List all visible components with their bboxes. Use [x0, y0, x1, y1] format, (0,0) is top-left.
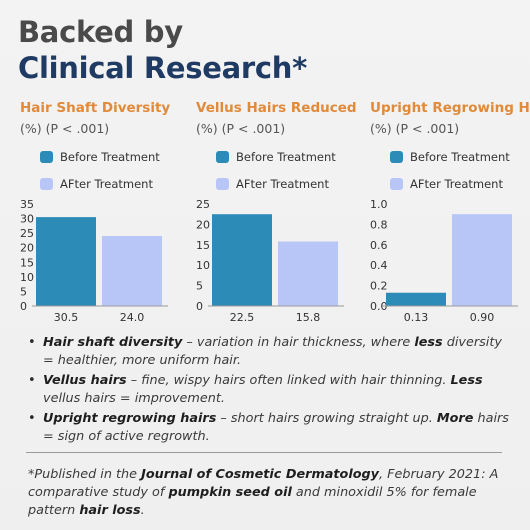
footnote-text: , February 2021: A comparative study of [28, 467, 499, 500]
definition-text: hairs = sign of active regrowth. [43, 411, 509, 444]
bar [212, 214, 272, 306]
bar-value-label: 30.5 [54, 311, 79, 324]
footnote-text: . [140, 503, 145, 518]
chart-subtitle: (%) (P < .001) [20, 121, 110, 136]
legend-label-after: AFter Treatment [60, 177, 153, 191]
chart-title: Vellus Hairs Reduced [196, 100, 357, 116]
y-tick-label: 35 [20, 198, 34, 211]
chart-subtitle: (%) (P < .001) [196, 121, 286, 136]
definitions-list: • Hair shaft diversity – variation in ha… [26, 334, 516, 448]
footnote: *Published in the Journal of Cosmetic De… [28, 466, 508, 520]
heading-line-2: Clinical Research* [18, 51, 307, 85]
y-tick-label: 25 [20, 227, 34, 240]
legend-label-after: AFter Treatment [410, 177, 503, 191]
y-tick-label: 0 [196, 300, 203, 313]
legend-label-before: Before Treatment [236, 150, 336, 164]
y-tick-label: 25 [196, 198, 210, 211]
definition-emphasis: Less [450, 373, 483, 388]
definition-item: • Upright regrowing hairs – short hairs … [26, 410, 516, 446]
bar-value-label: 24.0 [120, 311, 145, 324]
chart-hair-shaft-diversity: Hair Shaft Diversity (%) (P < .001) Befo… [20, 100, 190, 330]
legend-label-before: Before Treatment [410, 150, 510, 164]
y-tick-label: 10 [196, 259, 210, 272]
bullet-icon: • [28, 411, 36, 426]
bar [386, 292, 446, 306]
legend-swatch-after [216, 178, 229, 190]
definition-item: • Hair shaft diversity – variation in ha… [26, 334, 516, 370]
y-tick-label: 15 [20, 256, 34, 269]
bar-value-label: 22.5 [230, 311, 255, 324]
y-tick-label: 0.4 [370, 259, 388, 272]
legend-label-after: AFter Treatment [236, 177, 329, 191]
y-tick-label: 0 [20, 300, 27, 313]
definition-text: diversity = healthier, more uniform hair… [43, 335, 502, 368]
y-tick-label: 15 [196, 239, 210, 252]
y-tick-label: 10 [20, 271, 34, 284]
chart-title: Hair Shaft Diversity [20, 100, 171, 116]
chart-title: Upright Regrowing Hair [370, 100, 530, 116]
y-tick-label: 0.6 [370, 239, 388, 252]
legend-swatch-before [216, 151, 229, 163]
y-tick-label: 5 [20, 285, 27, 298]
legend-label-before: Before Treatment [60, 150, 160, 164]
footnote-text: *Published in the [28, 467, 142, 482]
bar-value-label: 0.90 [470, 311, 495, 324]
definition-emphasis: More [436, 411, 474, 426]
condition-name: hair loss [79, 503, 141, 518]
ingredient-name: pumpkin seed oil [168, 485, 292, 500]
bar [102, 236, 162, 306]
definition-text: vellus hairs = improvement. [43, 391, 225, 406]
bullet-icon: • [28, 335, 36, 350]
bar [452, 214, 512, 306]
definition-text: – short hairs growing straight up. [216, 411, 437, 426]
footnote-text: and minoxidil 5% for female pattern [28, 485, 477, 518]
heading-line-1: Backed by [18, 15, 183, 49]
y-tick-label: 0.8 [370, 218, 388, 231]
y-tick-label: 0.0 [370, 300, 388, 313]
legend-swatch-before [40, 151, 53, 163]
legend-swatch-after [390, 178, 403, 190]
y-tick-label: 5 [196, 280, 203, 293]
bar-chart-plot: 0 5 10 15 20 25 22.5 15.8 [196, 198, 344, 324]
definition-emphasis: less [414, 335, 443, 350]
chart-vellus-hairs-reduced: Vellus Hairs Reduced (%) (P < .001) Befo… [196, 100, 366, 330]
legend-swatch-after [40, 178, 53, 190]
divider [26, 452, 502, 453]
bar-value-label: 15.8 [296, 311, 321, 324]
legend-swatch-before [390, 151, 403, 163]
y-tick-label: 20 [20, 242, 34, 255]
chart-upright-regrowing-hair: Upright Regrowing Hair (%) (P < .001) Be… [370, 100, 530, 330]
chart-subtitle: (%) (P < .001) [370, 121, 460, 136]
bar-value-label: 0.13 [404, 311, 429, 324]
definition-item: • Vellus hairs – fine, wispy hairs often… [26, 372, 516, 408]
y-tick-label: 1.0 [370, 198, 388, 211]
bar [36, 217, 96, 306]
definition-term: Vellus hairs [43, 373, 127, 388]
definition-term: Hair shaft diversity [43, 335, 183, 350]
bullet-icon: • [28, 373, 36, 388]
y-tick-label: 20 [196, 218, 210, 231]
definition-term: Upright regrowing hairs [43, 411, 217, 426]
bar-chart-plot: 0.0 0.2 0.4 0.6 0.8 1.0 0.13 0.90 [370, 198, 518, 324]
definition-text: – fine, wispy hairs often linked with ha… [126, 373, 451, 388]
definition-text: – variation in hair thickness, where [182, 335, 415, 350]
y-tick-label: 0.2 [370, 280, 388, 293]
bar [278, 241, 338, 306]
y-tick-label: 30 [20, 213, 34, 226]
journal-name: Journal of Cosmetic Dermatology [141, 467, 380, 482]
